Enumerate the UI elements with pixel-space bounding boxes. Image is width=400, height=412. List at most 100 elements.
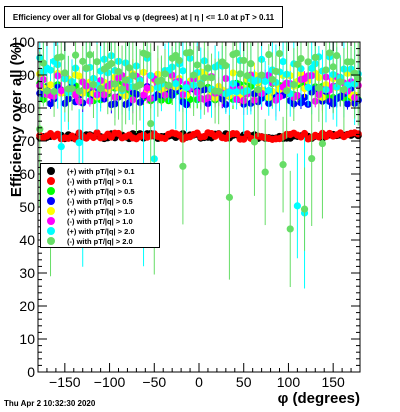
data-point [122,76,130,84]
data-point [240,135,248,143]
data-point [297,54,305,63]
data-point [265,50,273,59]
legend-marker [47,177,55,185]
legend-marker [47,197,55,205]
y-tick-label: 60 [19,166,35,182]
x-tick-label: 0 [195,374,203,390]
data-point [232,49,241,57]
data-point [147,119,155,128]
y-tick-label: 20 [19,298,35,314]
data-point [114,68,123,76]
data-point [254,86,262,94]
data-point [322,66,330,74]
x-tick-label: 150 [321,374,345,390]
x-tick-label: −50 [142,374,166,390]
data-point [75,72,83,80]
data-point [190,71,198,79]
y-tick-label: 90 [19,67,35,83]
data-point [318,139,327,148]
data-point [200,74,208,82]
data-point [304,58,312,66]
y-tick-label: 100 [12,34,36,50]
data-point [39,59,47,67]
data-point [261,77,269,86]
data-point [204,64,212,72]
x-axis-label: φ (degrees) [278,390,360,407]
data-point [179,162,187,170]
data-point [82,64,90,72]
data-point [97,84,105,93]
data-point [157,76,166,84]
data-point [46,100,55,108]
data-point [111,80,119,88]
legend-label: (-) with pT/|q| > 0.5 [67,196,133,206]
data-point [50,87,58,96]
data-point [93,58,101,66]
data-point [240,56,248,65]
legend-label: (+) with pT/|q| > 0.1 [67,166,135,176]
y-tick-label: 30 [19,265,35,281]
data-point [89,81,98,89]
data-point [272,67,280,76]
data-point [46,66,55,74]
data-point [222,62,230,70]
data-point [182,84,191,92]
y-tick-label: 40 [19,232,35,248]
data-point [161,70,169,78]
data-point [329,63,337,71]
data-point [86,51,94,59]
data-point [215,87,223,95]
data-point [347,58,355,66]
data-point [300,129,309,138]
data-point [139,91,148,99]
data-point [57,143,65,151]
data-point [304,83,312,92]
data-point [197,80,205,89]
legend-marker [47,217,55,225]
data-point [308,154,316,163]
data-point [293,60,301,68]
data-point [36,125,44,133]
data-point [143,84,151,92]
legend-entry: (-) with pT/|q| > 0.1 [47,176,159,186]
data-point [57,87,65,95]
data-point [125,64,133,72]
data-point [118,85,126,93]
data-point [293,202,301,210]
data-point [75,87,83,95]
data-point [250,138,259,146]
data-point [175,56,183,65]
data-point [61,69,69,77]
legend-entry: (-) with pT/|q| > 1.0 [47,216,159,226]
legend-entry: (+) with pT/|q| > 0.5 [47,186,159,196]
timestamp-footer: Thu Apr 2 10:32:30 2020 [4,399,96,408]
data-point [186,48,194,57]
legend-label: (+) with pT/|q| > 0.5 [67,186,135,196]
data-point [172,80,180,88]
data-point [179,67,187,75]
data-point [275,50,284,58]
x-tick-label: 100 [277,374,301,390]
y-tick-label: 10 [19,331,35,347]
y-axis-label: Efficiency over all (%) [8,42,25,197]
data-point [136,81,144,89]
legend-marker [47,207,55,215]
data-point [232,88,241,96]
data-point [207,74,216,82]
data-point [164,81,173,89]
data-point [247,60,255,68]
data-point [172,51,180,60]
data-point [75,139,83,147]
legend-label: (+) with pT/|q| > 1.0 [67,206,135,216]
data-point [225,193,234,201]
data-point [283,87,291,95]
data-point [57,53,65,61]
data-point [129,72,137,80]
chart-title: Efficiency over all for Global vs φ (deg… [4,6,283,28]
data-point [343,100,352,108]
y-tick-label: 80 [19,100,35,116]
data-point [315,84,323,92]
data-point [68,84,76,93]
data-point [290,80,298,89]
